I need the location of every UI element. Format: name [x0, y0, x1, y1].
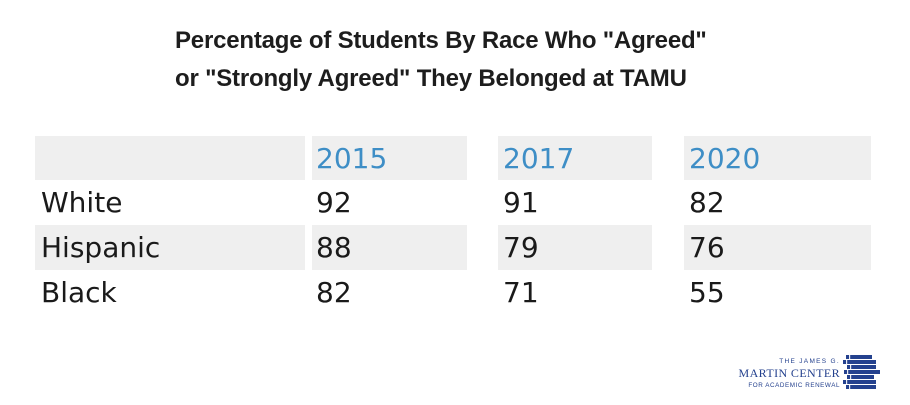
cell-value: 82: [316, 276, 352, 309]
row-label: White: [41, 186, 123, 219]
column-header-blank: [35, 136, 305, 180]
table-row-black: Black 82 71 55: [35, 270, 871, 315]
cell-value: 55: [689, 276, 725, 309]
cell-value: 82: [689, 186, 725, 219]
column-header-2015: 2015: [312, 136, 467, 180]
cell-value: 79: [498, 225, 652, 270]
column-header-2020: 2020: [684, 136, 871, 180]
table-row-hispanic: Hispanic 88 79 76: [35, 225, 871, 270]
cell-value: 71: [503, 276, 539, 309]
table-header-row: 2015 2017 2020: [35, 136, 871, 180]
row-label: Hispanic: [35, 225, 305, 270]
chart-title: Percentage of Students By Race Who "Agre…: [175, 22, 707, 98]
cell-value: 92: [316, 186, 352, 219]
logo-line-for-academic-renewal: FOR ACADEMIC RENEWAL: [748, 381, 840, 389]
martin-center-logo: THE JAMES G. MARTIN CENTER FOR ACADEMIC …: [739, 353, 882, 393]
logo-line-the-james-g: THE JAMES G.: [779, 357, 840, 365]
logo-line-martin-center: MARTIN CENTER: [738, 365, 840, 380]
column-header-2017: 2017: [498, 136, 652, 180]
book-stack-icon: [842, 353, 882, 393]
martin-center-logo-text: THE JAMES G. MARTIN CENTER FOR ACADEMIC …: [739, 357, 840, 389]
chart-title-line-1: Percentage of Students By Race Who "Agre…: [175, 27, 707, 54]
row-label: Black: [41, 276, 117, 309]
cell-value: 76: [684, 225, 871, 270]
cell-value: 91: [503, 186, 539, 219]
chart-title-line-2: or "Strongly Agreed" They Belonged at TA…: [175, 65, 687, 92]
cell-value: 88: [312, 225, 467, 270]
belonging-table: 2015 2017 2020 White 92 91 82 Hispanic 8…: [35, 136, 871, 315]
table-row-white: White 92 91 82: [35, 180, 871, 225]
